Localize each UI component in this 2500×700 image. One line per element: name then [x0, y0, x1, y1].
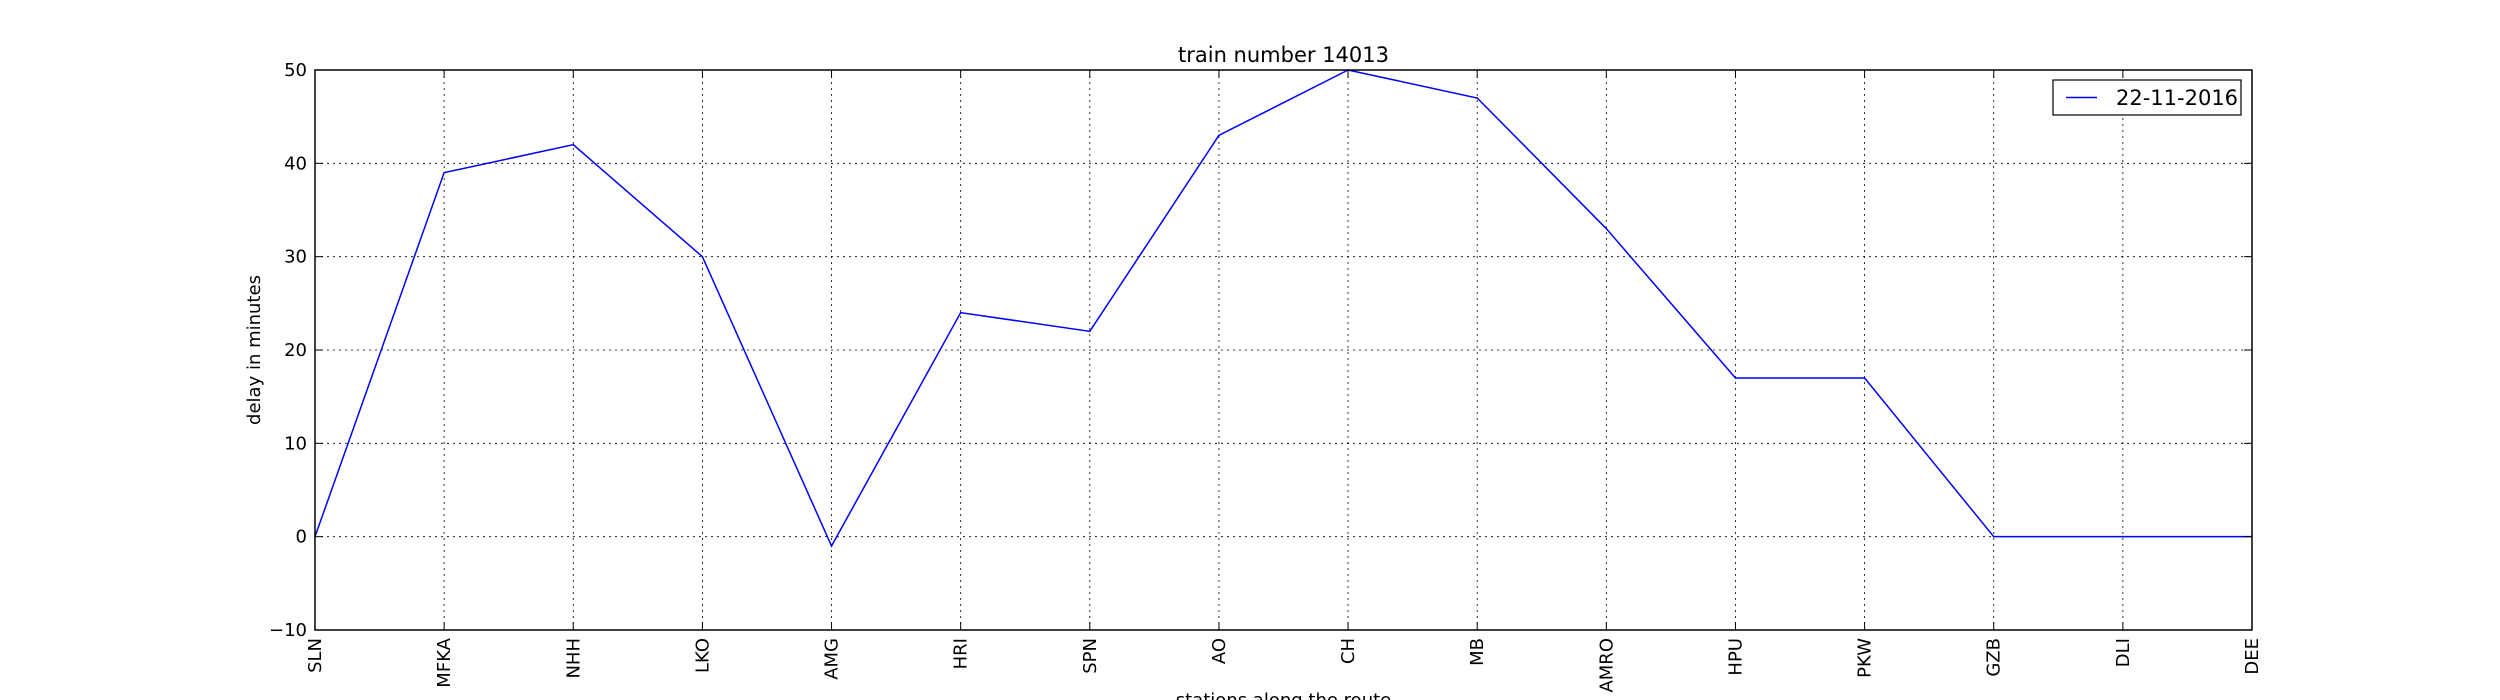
y-tick-label: −10: [269, 620, 307, 641]
y-tick-label: 50: [284, 60, 307, 81]
x-tick-label: MFKA: [434, 637, 455, 687]
x-tick-label: AMG: [822, 638, 843, 680]
x-tick-label: HRI: [951, 638, 972, 669]
data-point: [1734, 377, 1737, 379]
x-tick-label: GZB: [1984, 638, 2005, 677]
data-point: [443, 171, 445, 174]
x-tick-label: LKO: [692, 638, 713, 673]
x-tick-label: DEE: [2242, 638, 2263, 675]
data-point: [1218, 134, 1220, 137]
x-axis-label: stations along the route: [1176, 690, 1391, 700]
chart-title: train number 14013: [1178, 43, 1389, 67]
x-tick-label: CH: [1338, 638, 1359, 664]
data-point: [572, 143, 575, 146]
data-point: [1992, 535, 1995, 538]
y-tick-label: 0: [296, 527, 307, 548]
x-tick-label: DLI: [2113, 638, 2134, 667]
data-point: [959, 311, 962, 314]
legend-label: 22-11-2016: [2116, 86, 2238, 110]
y-tick-label: 10: [284, 433, 307, 454]
x-tick-label: NHH: [563, 638, 584, 679]
x-tick-label: AO: [1209, 638, 1230, 664]
y-axis-label: delay in minutes: [244, 275, 265, 425]
x-tick-label: SPN: [1080, 638, 1101, 674]
data-point: [1476, 97, 1478, 99]
plot-background: [315, 70, 2252, 630]
series-line: [314, 69, 2252, 548]
x-tick-label: HPU: [1725, 638, 1746, 676]
series-lines: [314, 69, 2253, 548]
data-point: [1089, 330, 1091, 333]
x-tick-label: PKW: [1855, 638, 1876, 678]
data-point: [701, 255, 704, 258]
legend: 22-11-2016: [2052, 79, 2242, 116]
axis-ticks: −10 0 10 20 30 40 50 SLN MFKA NHH LKO AMG HRI SPN AO CH…: [269, 60, 2263, 693]
data-point: [2122, 535, 2124, 538]
x-tick-label: SLN: [305, 638, 326, 673]
y-tick-label: 20: [284, 340, 307, 361]
y-tick-label: 30: [284, 247, 307, 268]
data-point: [830, 545, 833, 547]
data-point: [1605, 227, 1608, 230]
y-tick-label: 40: [284, 153, 307, 174]
x-tick-label: AMRO: [1596, 638, 1617, 693]
data-point: [1863, 377, 1866, 379]
x-tick-label: MB: [1467, 638, 1488, 666]
